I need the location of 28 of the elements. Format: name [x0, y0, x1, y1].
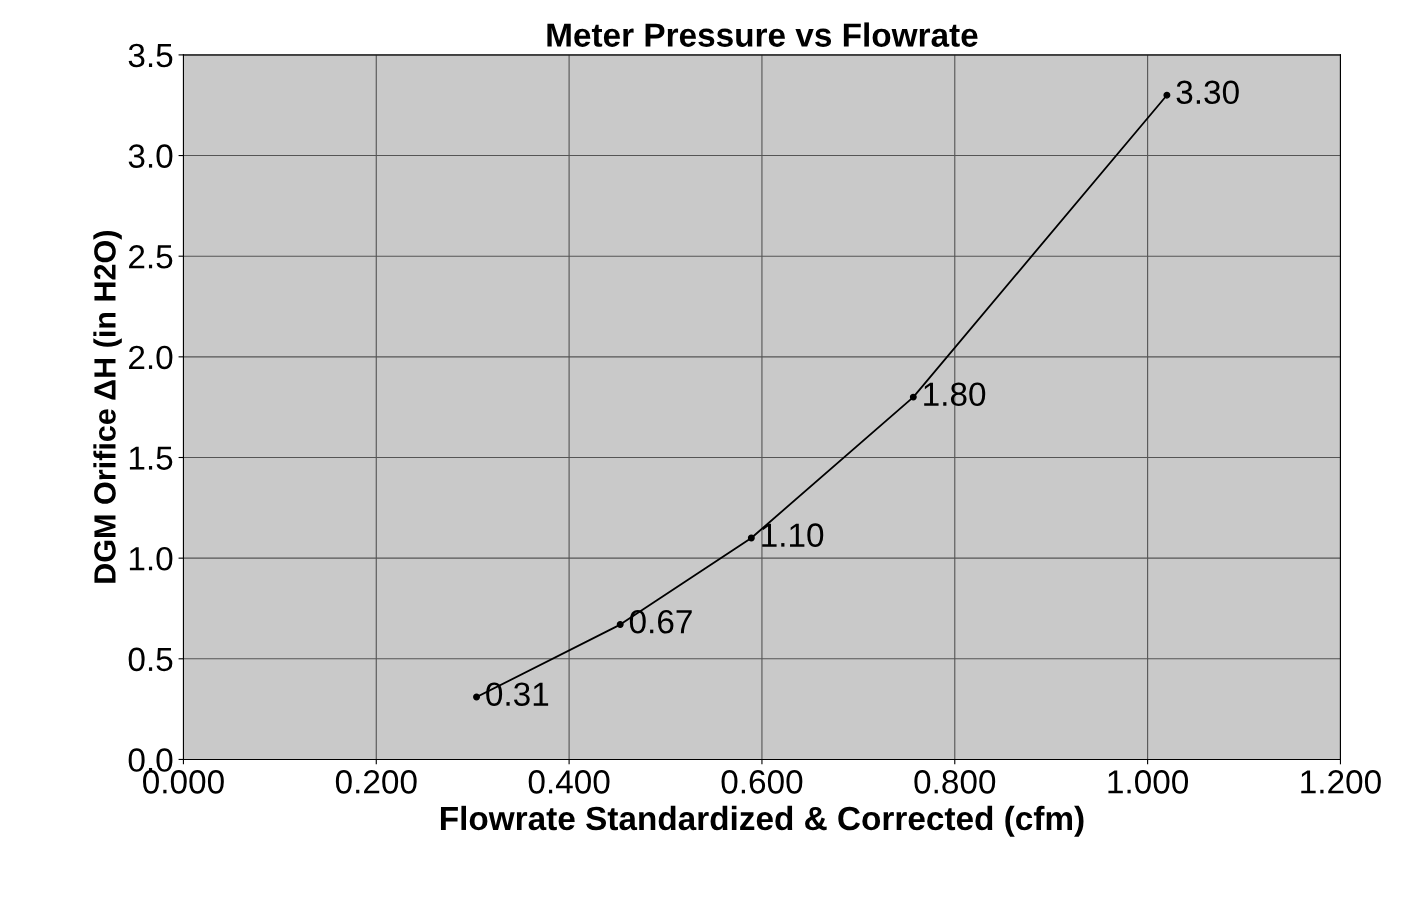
x-tick-label: 0.000 — [143, 770, 224, 794]
x-tick-label: 1.000 — [1108, 770, 1189, 794]
y-tick-label: 3.0 — [128, 144, 173, 168]
x-tick-label: 0.800 — [914, 770, 996, 794]
x-tick-label: 0.400 — [528, 770, 610, 794]
x-tick-label: 0.600 — [721, 770, 803, 794]
y-tick-label: 2.0 — [129, 345, 173, 370]
x-axis-title: Flowrate Standardized & Corrected (cfm) — [440, 805, 1084, 837]
y-tick-label: 0.5 — [128, 647, 173, 672]
y-tick-label: 1.0 — [129, 546, 173, 571]
chart-title: Meter Pressure vs Flowrate — [547, 22, 978, 47]
y-tick-label: 1.5 — [129, 446, 173, 470]
y-tick-label: 3.5 — [128, 43, 173, 68]
y-tick-label: 0.0 — [128, 748, 173, 772]
data-label: 0.31 — [486, 682, 549, 706]
data-label: 1.80 — [924, 382, 986, 407]
point — [616, 621, 624, 629]
point — [909, 393, 917, 401]
x-tick-label: 0.200 — [335, 770, 417, 794]
y-tick-label: 2.5 — [129, 245, 173, 269]
point — [1163, 91, 1171, 99]
x-tick-label: 1.200 — [1301, 770, 1381, 794]
data-label: 1.10 — [762, 523, 824, 547]
data-label: 0.67 — [629, 609, 692, 634]
y-axis-title: DGM Orifice ΔH (in H2O) — [93, 231, 122, 583]
point — [473, 693, 481, 701]
data-label: 3.30 — [1176, 80, 1239, 105]
point — [747, 534, 755, 542]
